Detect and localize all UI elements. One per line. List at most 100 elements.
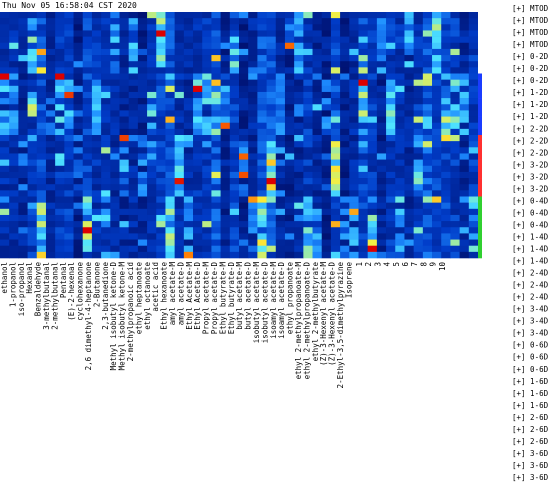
heatmap-cell <box>459 116 470 123</box>
heatmap-cell <box>9 184 19 191</box>
heatmap-cell <box>459 98 470 105</box>
heatmap-cell <box>45 79 56 87</box>
heatmap-cell <box>432 153 442 160</box>
heatmap-cell <box>266 190 277 197</box>
heatmap-cell <box>349 184 359 191</box>
heatmap-cell <box>266 98 277 105</box>
heatmap-cell <box>119 233 129 240</box>
heatmap-cell <box>137 98 148 105</box>
heatmap-cell <box>9 178 19 185</box>
heatmap-cell <box>183 221 194 228</box>
heatmap-cell <box>441 110 451 117</box>
heatmap-cell <box>303 42 313 50</box>
column-label: isoamyl acetate-D <box>277 262 286 339</box>
heatmap-cell <box>349 67 359 74</box>
heatmap-cell <box>441 67 451 74</box>
heatmap-cell <box>229 245 240 253</box>
heatmap-cell <box>422 79 433 87</box>
heatmap-cell <box>376 30 387 37</box>
heatmap-cell <box>202 251 212 259</box>
heatmap-cell <box>183 36 194 44</box>
heatmap-cell <box>395 245 405 253</box>
heatmap-cell <box>312 116 323 123</box>
heatmap-cell <box>174 104 185 111</box>
heatmap-cell <box>432 171 442 179</box>
heatmap-cell <box>468 159 479 167</box>
heatmap-cell <box>156 104 166 111</box>
heatmap-cell <box>358 30 368 37</box>
heatmap-cell <box>128 159 139 167</box>
heatmap-cell <box>229 30 240 37</box>
heatmap-cell <box>128 122 139 130</box>
heatmap-cell <box>459 42 470 50</box>
heatmap-cell <box>193 141 203 148</box>
heatmap-cell <box>358 91 368 99</box>
heatmap-cell <box>45 61 56 68</box>
heatmap-cell <box>386 159 396 167</box>
heatmap-cell <box>340 67 350 74</box>
row-status <box>478 30 482 37</box>
heatmap-cell <box>422 61 433 68</box>
row-status <box>478 36 482 44</box>
heatmap-cell <box>358 42 368 50</box>
heatmap-cell <box>73 196 84 203</box>
heatmap-cell <box>395 208 405 216</box>
row-label: [+] 3-6D <box>512 449 549 458</box>
heatmap-cell <box>349 79 359 87</box>
heatmap-cell <box>183 147 194 154</box>
heatmap-cell <box>413 153 424 160</box>
heatmap-cell <box>468 104 479 111</box>
heatmap-cell <box>395 24 405 31</box>
heatmap-cell <box>18 233 28 240</box>
heatmap-cell <box>137 190 148 197</box>
heatmap-cell <box>9 42 19 50</box>
heatmap-cell <box>137 221 148 228</box>
heatmap-cell <box>284 73 295 80</box>
heatmap-cell <box>55 85 65 93</box>
heatmap-cell <box>266 110 277 117</box>
heatmap-cell <box>257 67 267 74</box>
heatmap-cell <box>91 42 102 50</box>
heatmap-cell <box>330 91 341 99</box>
heatmap-cell <box>211 104 221 111</box>
heatmap-cell <box>55 178 65 185</box>
heatmap-cell <box>432 233 442 240</box>
heatmap-cell <box>404 178 414 185</box>
heatmap-cell <box>0 98 10 105</box>
heatmap-cell <box>202 12 212 19</box>
number-label: 1 <box>355 262 364 267</box>
heatmap-cell <box>340 221 350 228</box>
heatmap-cell <box>248 12 258 19</box>
heatmap-cell <box>147 18 157 25</box>
heatmap-cell <box>211 159 221 167</box>
row-label: [+] 2-2D <box>512 148 549 157</box>
heatmap-cell <box>275 73 286 80</box>
heatmap-cell <box>257 104 267 111</box>
heatmap-cell <box>156 67 166 74</box>
heatmap-cell <box>275 12 286 19</box>
heatmap-cell <box>193 42 203 50</box>
heatmap-cell <box>165 202 175 210</box>
heatmap-cell <box>340 18 350 25</box>
heatmap-cell <box>229 221 240 228</box>
heatmap-cell <box>422 251 433 259</box>
heatmap-cell <box>211 233 221 240</box>
heatmap-cell <box>349 98 359 105</box>
heatmap-cell <box>27 48 38 56</box>
heatmap-cell <box>459 202 470 210</box>
heatmap-cell <box>330 67 341 74</box>
heatmap-cell <box>165 196 175 203</box>
heatmap-cell <box>18 208 28 216</box>
heatmap-cell <box>45 116 56 123</box>
heatmap-cell <box>147 171 157 179</box>
heatmap-cell <box>9 214 19 222</box>
heatmap-cell <box>275 135 286 142</box>
heatmap-cell <box>450 165 460 173</box>
heatmap-cell <box>404 48 414 56</box>
heatmap-cell <box>119 190 129 197</box>
heatmap-cell <box>358 178 368 185</box>
heatmap-cell <box>193 227 203 234</box>
heatmap-cell <box>275 227 286 234</box>
heatmap-cell <box>165 184 175 191</box>
heatmap-cell <box>220 239 231 246</box>
